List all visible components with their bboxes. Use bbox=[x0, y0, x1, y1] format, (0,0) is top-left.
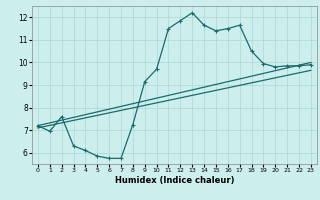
X-axis label: Humidex (Indice chaleur): Humidex (Indice chaleur) bbox=[115, 176, 234, 185]
